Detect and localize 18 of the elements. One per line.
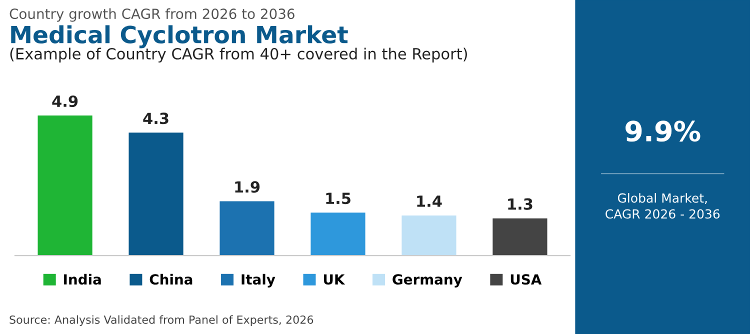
data-label: 1.9 <box>235 181 260 193</box>
text: 9.9% <box>626 120 700 142</box>
text: Country growth CAGR from 2026 to 2036 <box>10 8 294 22</box>
data-label: 4.3 <box>143 112 168 124</box>
data-label: 1.5 <box>326 192 350 204</box>
chart-subtitle: (Example of Country CAGR from 40+ covered in the Report) <box>10 48 467 63</box>
legend-label: India <box>64 274 101 285</box>
data-label: 4.9 <box>52 95 78 108</box>
text: Global Market, CAGR 2026 - 2036 <box>606 193 720 219</box>
data-label: 1.3 <box>508 198 532 210</box>
source-note: Source: Analysis Validated from Panel of Experts, 2026 <box>10 315 314 326</box>
chart-title: Medical Cyclotron Market <box>11 25 348 48</box>
legend-label: UK <box>324 274 346 285</box>
legend-label: USA <box>510 274 542 285</box>
legend-label: China <box>150 274 192 285</box>
legend-label: Germany <box>392 274 462 288</box>
legend-label: Italy <box>242 274 276 288</box>
data-label: 1.4 <box>417 196 442 207</box>
